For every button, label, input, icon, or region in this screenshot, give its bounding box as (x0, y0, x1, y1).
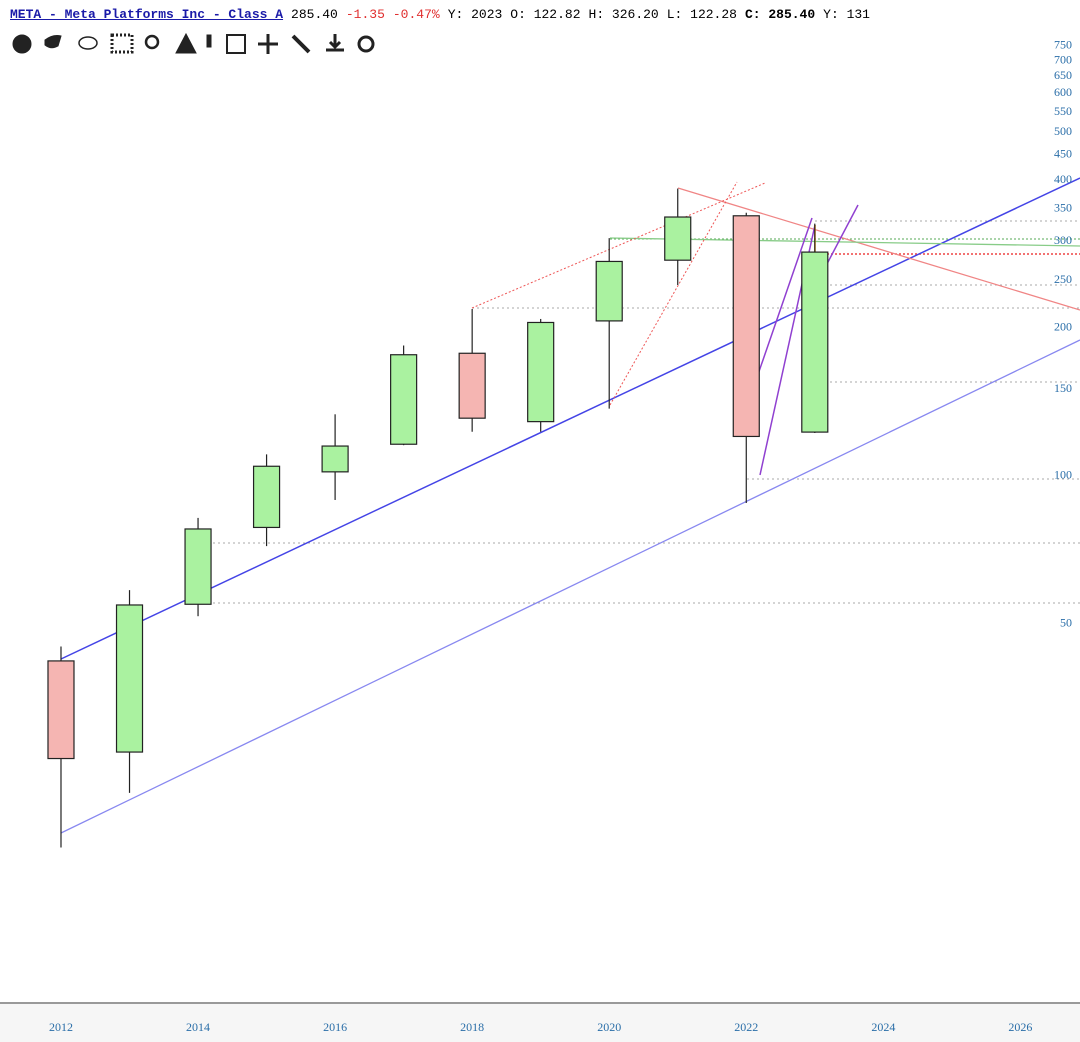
candle-body (184, 528, 212, 605)
tool-list[interactable] (110, 33, 134, 54)
tool-draw[interactable] (175, 32, 197, 54)
tool-zoom[interactable] (144, 34, 160, 50)
tool-comment[interactable] (78, 36, 98, 50)
open: O: 122.82 (510, 7, 581, 22)
trend-line (677, 187, 1080, 311)
candle-body (252, 465, 281, 529)
tool-dashboard[interactable] (12, 34, 32, 54)
candle-body (527, 321, 555, 423)
candle-body (595, 260, 623, 322)
candle-body (47, 660, 75, 760)
y-tick-label: 300 (1054, 233, 1072, 247)
x-axis-band (0, 1004, 1080, 1042)
quote-header: META - Meta Platforms Inc - Class A 285.4… (10, 7, 1080, 22)
trend-line (471, 182, 766, 309)
tool-twitter[interactable] (44, 35, 62, 49)
change-pct: -0.47% (392, 7, 440, 22)
candle-body (321, 445, 349, 473)
toolbar (12, 32, 375, 54)
y-tick-label: 500 (1054, 124, 1072, 138)
x-tick-label: 2026 (1008, 1020, 1032, 1034)
low: L: 122.28 (666, 7, 737, 22)
y-tick-label: 450 (1054, 147, 1072, 161)
y-tick-label: 350 (1054, 200, 1072, 214)
period: Y: 2023 (447, 7, 503, 22)
high: H: 326.20 (588, 7, 659, 22)
tool-alert[interactable] (206, 34, 212, 48)
drawings (60, 177, 1080, 834)
y-tick-label: 200 (1054, 320, 1072, 334)
y-tick-label: 700 (1054, 52, 1072, 66)
x-tick-label: 2012 (49, 1020, 73, 1034)
trend-line (609, 181, 738, 406)
x-tick-label: 2020 (597, 1020, 621, 1034)
candle-body (732, 215, 760, 438)
candle-body (115, 604, 144, 753)
candle-body (390, 354, 418, 445)
tool-move[interactable] (258, 34, 278, 54)
x-tick-label: 2014 (186, 1020, 210, 1034)
candle-body (458, 352, 486, 419)
trend-line (60, 339, 1080, 834)
volume: Y: 131 (823, 7, 870, 22)
x-tick-label: 2018 (460, 1020, 484, 1034)
tool-calendar[interactable] (226, 34, 246, 54)
y-tick-label: 400 (1054, 172, 1072, 186)
y-tick-label: 50 (1060, 616, 1072, 630)
tool-link[interactable] (291, 34, 311, 54)
x-tick-label: 2024 (871, 1020, 895, 1034)
y-tick-label: 600 (1054, 85, 1072, 99)
y-tick-label: 250 (1054, 272, 1072, 286)
candles (47, 188, 829, 848)
candle-body (801, 251, 829, 433)
tool-download[interactable] (326, 34, 344, 52)
tool-refresh[interactable] (357, 35, 375, 53)
x-tick-label: 2016 (323, 1020, 347, 1034)
y-tick-label: 150 (1054, 381, 1072, 395)
y-tick-label: 750 (1054, 38, 1072, 52)
symbol-link[interactable]: META - Meta Platforms Inc - Class A (10, 7, 284, 22)
candle-body (664, 216, 692, 261)
price: 285.40 (291, 7, 338, 22)
y-tick-label: 100 (1054, 468, 1072, 482)
y-tick-label: 650 (1054, 68, 1072, 82)
close: C: 285.40 (744, 7, 816, 22)
x-tick-label: 2022 (734, 1020, 758, 1034)
y-tick-label: 550 (1054, 104, 1072, 118)
change: -1.35 (345, 7, 385, 22)
